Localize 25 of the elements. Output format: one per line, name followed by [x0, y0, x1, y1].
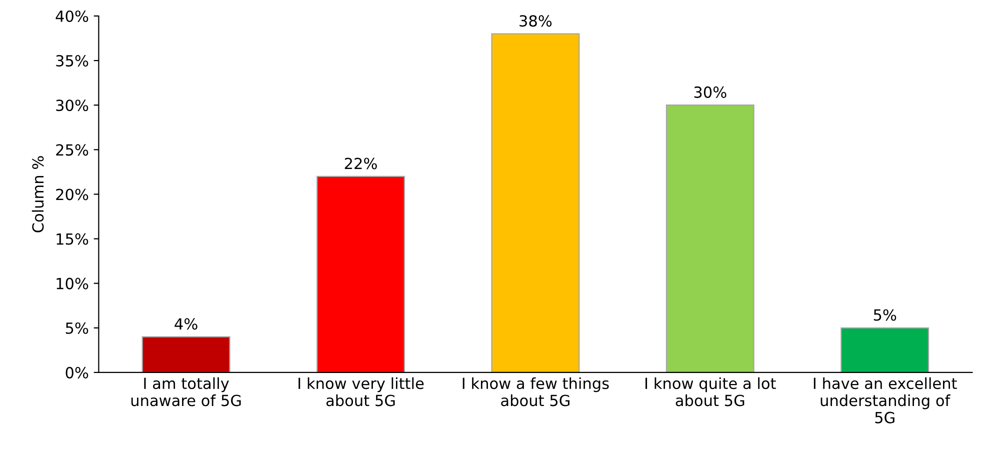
data-label: 38%: [520, 15, 552, 27]
x-tick-label: I know a few things about 5G: [462, 377, 609, 406]
x-tick-label: I know very little about 5G: [298, 377, 424, 406]
bar: [666, 104, 754, 372]
y-tick-label: 35%: [56, 55, 88, 67]
y-tick-label: 25%: [56, 144, 88, 156]
data-label: 30%: [694, 86, 726, 98]
data-label: 22%: [344, 158, 377, 170]
y-tick-label: 10%: [56, 278, 88, 290]
x-tick-label: I have an excellent understanding of 5G: [814, 377, 957, 424]
bar: [840, 327, 930, 372]
y-tick-label: 5%: [66, 322, 88, 334]
x-tick-label: I am totally unaware of 5G: [131, 377, 241, 406]
x-tick-label: I know quite a lot about 5G: [646, 377, 776, 406]
data-label: 5%: [874, 309, 896, 321]
y-tick-label: 15%: [56, 233, 88, 245]
data-label: 4%: [174, 318, 198, 330]
y-tick-label: 30%: [56, 100, 88, 112]
y-axis-title: Column %: [32, 156, 44, 232]
y-tick-label: 40%: [56, 10, 88, 22]
bar: [142, 336, 230, 372]
y-tick-label: 0%: [66, 366, 88, 378]
bar: [316, 176, 405, 372]
y-tick-label: 20%: [56, 188, 88, 200]
bar: [491, 33, 580, 372]
